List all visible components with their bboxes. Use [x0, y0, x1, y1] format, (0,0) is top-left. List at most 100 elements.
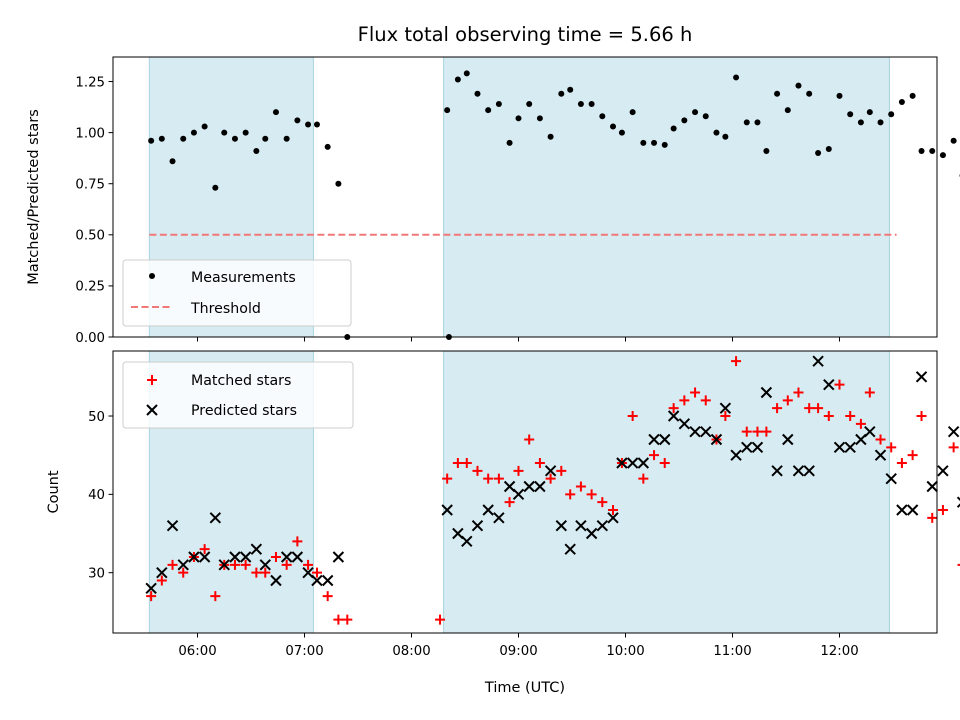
measurement-point — [243, 130, 249, 136]
measurement-point — [578, 101, 584, 107]
matched-point — [927, 513, 937, 523]
measurement-point — [888, 111, 894, 117]
measurement-point — [940, 152, 946, 158]
legend-marker-measurements — [149, 273, 155, 279]
predicted-point — [927, 482, 937, 492]
measurement-point — [335, 181, 341, 187]
predicted-point — [938, 466, 948, 476]
measurement-point — [733, 74, 739, 80]
x-tick-label: 12:00 — [820, 644, 858, 659]
measurement-point — [703, 113, 709, 119]
measurement-point — [785, 107, 791, 113]
measurement-point — [148, 138, 154, 144]
measurement-point — [671, 126, 677, 132]
matched-point — [342, 615, 352, 625]
measurement-point — [526, 101, 532, 107]
measurement-point — [662, 142, 668, 148]
measurement-point — [567, 87, 573, 93]
measurement-point — [294, 117, 300, 123]
shaded-span — [444, 57, 890, 337]
y-tick-label: 0.75 — [75, 178, 105, 193]
measurement-point — [630, 109, 636, 115]
measurement-point — [919, 148, 925, 154]
predicted-point — [323, 576, 333, 586]
bottom-legend: Matched stars Predicted stars — [123, 362, 353, 428]
measurement-point — [774, 91, 780, 97]
measurement-point — [651, 140, 657, 146]
y-tick-label: 50 — [88, 410, 105, 425]
legend-label-threshold: Threshold — [190, 301, 261, 317]
measurement-point — [929, 148, 935, 154]
measurement-point — [713, 130, 719, 136]
matched-point — [908, 450, 918, 460]
measurement-point — [951, 138, 957, 144]
measurement-point — [548, 134, 554, 140]
measurement-point — [610, 123, 616, 129]
measurement-point — [516, 115, 522, 121]
measurement-point — [253, 148, 259, 154]
y-tick-label: 0.50 — [75, 229, 105, 244]
measurement-point — [314, 121, 320, 127]
y-tick-label: 0.00 — [75, 331, 105, 346]
measurement-point — [640, 140, 646, 146]
chart: 0.00 0.25 0.50 0.75 1.00 1.25 Measurements Thre… — [0, 0, 960, 720]
measurement-point — [180, 136, 186, 142]
measurement-point — [826, 146, 832, 152]
x-tick-label: 06:00 — [178, 644, 216, 659]
y-tick-label: 30 — [88, 566, 105, 581]
matched-point — [897, 458, 907, 468]
top-panel: 0.00 0.25 0.50 0.75 1.00 1.25 Measurements Thre… — [75, 57, 960, 346]
predicted-point — [897, 505, 907, 515]
measurement-point — [464, 70, 470, 76]
bottom-y-axis-label: Count — [46, 470, 62, 513]
measurement-point — [847, 111, 853, 117]
measurement-point — [170, 158, 176, 164]
y-tick-label: 1.00 — [75, 126, 105, 141]
measurement-point — [507, 140, 513, 146]
measurement-point — [599, 113, 605, 119]
shaded-span — [444, 351, 890, 633]
measurement-point — [878, 119, 884, 125]
measurement-point — [867, 109, 873, 115]
measurement-point — [455, 76, 461, 82]
measurement-point — [763, 148, 769, 154]
measurement-point — [325, 144, 331, 150]
matched-point — [333, 615, 343, 625]
legend-label-matched: Matched stars — [191, 373, 291, 389]
measurement-point — [722, 134, 728, 140]
measurement-point — [795, 83, 801, 89]
predicted-point — [917, 372, 927, 382]
y-tick-label: 40 — [88, 488, 105, 503]
x-tick-label: 10:00 — [606, 644, 644, 659]
y-tick-label: 0.25 — [75, 280, 105, 295]
x-axis-label: Time (UTC) — [484, 680, 565, 696]
measurement-point — [815, 150, 821, 156]
matched-point — [949, 442, 959, 452]
measurement-point — [232, 136, 238, 142]
measurement-point — [202, 123, 208, 129]
measurement-point — [273, 109, 279, 115]
measurement-point — [858, 119, 864, 125]
measurement-point — [485, 107, 491, 113]
predicted-point — [908, 505, 918, 515]
top-legend: Measurements Threshold — [123, 260, 351, 326]
measurement-point — [159, 136, 165, 142]
measurement-point — [558, 91, 564, 97]
y-tick-label: 1.25 — [75, 75, 105, 90]
measurement-point — [221, 130, 227, 136]
measurement-point — [619, 130, 625, 136]
matched-point — [323, 591, 333, 601]
measurement-point — [262, 136, 268, 142]
measurement-point — [589, 101, 595, 107]
measurement-point — [496, 101, 502, 107]
matched-point — [938, 505, 948, 515]
measurement-point — [444, 107, 450, 113]
legend-label-measurements: Measurements — [191, 270, 296, 286]
top-y-axis-label: Matched/Predicted stars — [26, 109, 42, 285]
predicted-point — [333, 552, 343, 562]
measurement-point — [681, 117, 687, 123]
measurement-point — [754, 119, 760, 125]
measurement-point — [899, 99, 905, 105]
x-tick-label: 08:00 — [392, 644, 430, 659]
measurement-point — [537, 115, 543, 121]
